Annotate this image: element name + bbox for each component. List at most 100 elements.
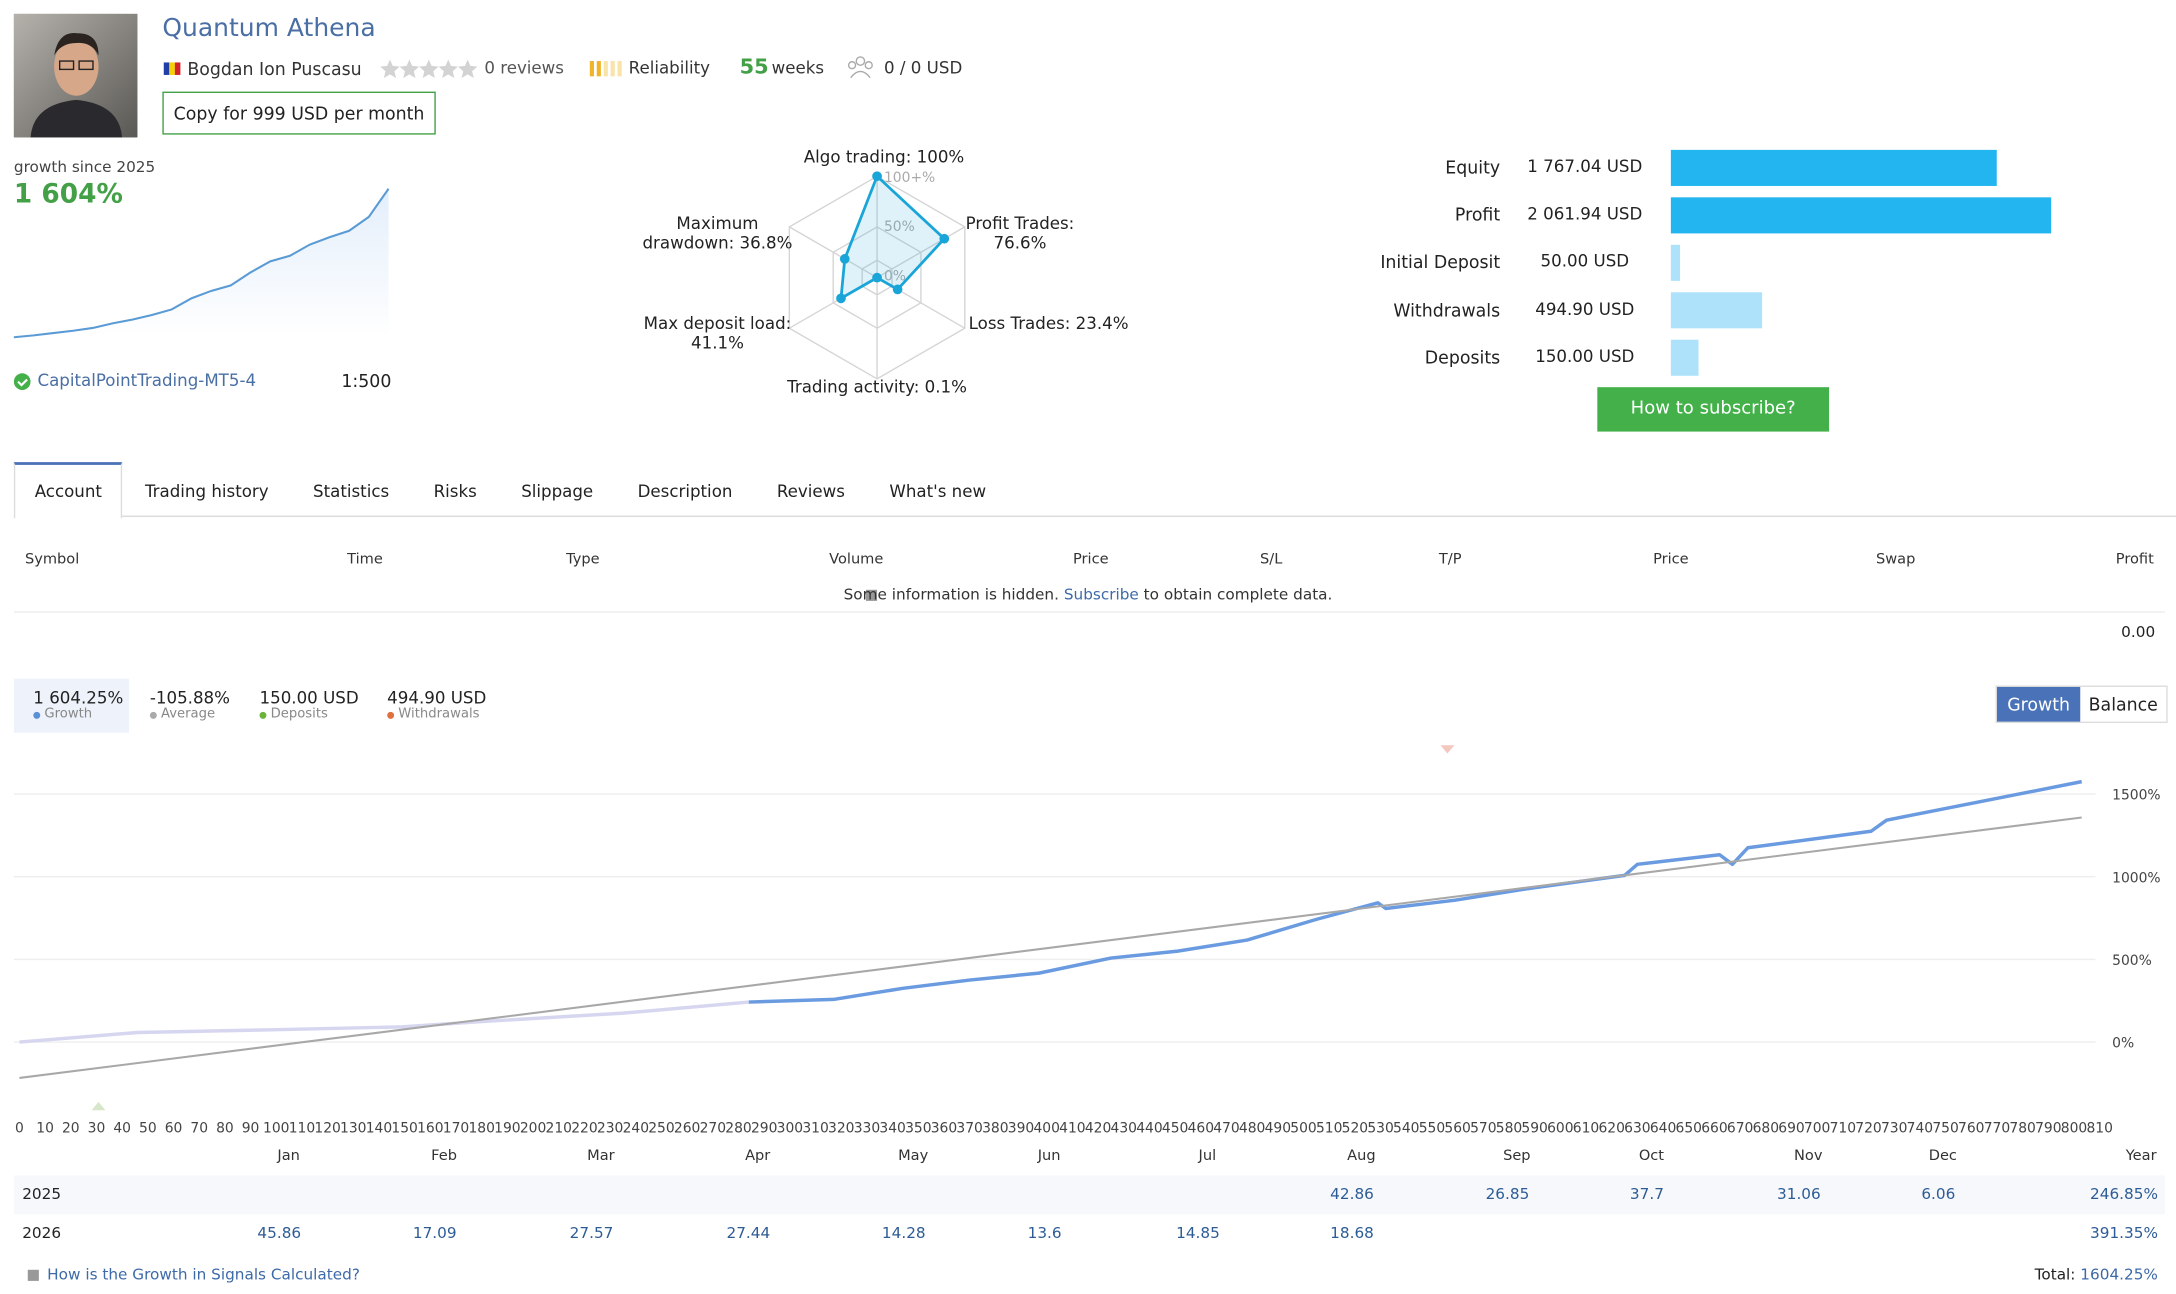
x-tick-label: 10 (36, 1120, 54, 1136)
year-total: 246.85% (2090, 1185, 2158, 1204)
month-value: 31.06 (1777, 1185, 1821, 1204)
x-tick-label: 60 (165, 1120, 183, 1136)
stat-label: Withdrawals (398, 706, 480, 722)
reliability: Reliability (628, 58, 711, 78)
marker (91, 1101, 106, 1111)
x-tick-label: 540 (1393, 1120, 1419, 1136)
radar-label: Loss Trades: 23.4% (968, 313, 1129, 334)
tab[interactable]: Reviews (776, 481, 845, 501)
notice-text: Some information is hidden. (843, 585, 1059, 604)
radar-label: Maximum drawdown: 36.8% (642, 213, 793, 253)
month-value: 42.86 (1330, 1185, 1374, 1204)
y-tick-label: 1000% (2112, 870, 2160, 886)
x-tick-label: 160 (417, 1120, 443, 1136)
x-tick-label: 730 (1881, 1120, 1907, 1136)
growth-value: 1 604% (13, 179, 123, 210)
x-tick-label: 720 (1855, 1120, 1881, 1136)
balance-name: Profit (1454, 204, 1501, 226)
copy-button[interactable]: Copy for 999 USD per month (162, 91, 436, 135)
stat-dot (387, 711, 395, 719)
notice-link[interactable]: Subscribe (1063, 585, 1139, 604)
x-tick-label: 670 (1727, 1120, 1753, 1136)
x-tick-label: 190 (494, 1120, 520, 1136)
column-header: Time (347, 550, 383, 568)
tab[interactable]: Description (637, 481, 733, 501)
year-label: 2026 (22, 1224, 62, 1243)
x-tick-label: 710 (1830, 1120, 1856, 1136)
radar-shape (839, 173, 947, 301)
month-value: 17.09 (412, 1224, 457, 1243)
tab[interactable]: Trading history (144, 481, 269, 501)
x-tick-label: 680 (1753, 1120, 1779, 1136)
column-header: Profit (2115, 550, 2154, 568)
sparkline (13, 188, 390, 339)
month-value: 14.28 (881, 1224, 926, 1243)
reviews[interactable]: 0 reviews (484, 58, 564, 78)
notice-text: to obtain complete data. (1143, 585, 1333, 604)
x-tick-label: 700 (1804, 1120, 1830, 1136)
column-header: Price (1072, 550, 1109, 568)
tab[interactable]: What's new (889, 481, 987, 501)
tab[interactable]: Statistics (313, 481, 390, 501)
stat-highlight (13, 678, 130, 733)
month-value: 45.86 (257, 1224, 302, 1243)
x-tick-label: 590 (1521, 1120, 1547, 1136)
month-header: Jan (277, 1147, 300, 1165)
column-header: Swap (1875, 550, 1916, 568)
strategy-title: Quantum Athena (162, 13, 376, 44)
x-tick-label: 490 (1265, 1120, 1291, 1136)
x-tick-label: 570 (1470, 1120, 1496, 1136)
stat-value: 1 604.25% (33, 688, 124, 708)
balance-button[interactable]: Balance (2088, 693, 2158, 715)
balance-bar (1670, 149, 1997, 186)
month-header: Jun (1037, 1147, 1061, 1165)
month-value: 13.6 (1027, 1224, 1062, 1243)
stat-value: -105.88% (149, 688, 230, 708)
x-tick-label: 390 (1008, 1120, 1034, 1136)
weeks-value: 55 (739, 54, 769, 80)
x-tick-label: 610 (1573, 1120, 1599, 1136)
avatar-face (54, 37, 99, 96)
month-header: Oct (1638, 1147, 1665, 1165)
x-tick-label: 450 (1162, 1120, 1188, 1136)
x-tick-label: 170 (443, 1120, 469, 1136)
month-value: 37.7 (1629, 1185, 1664, 1204)
x-tick-label: 150 (391, 1120, 417, 1136)
subscribe-button[interactable]: How to subscribe? (1597, 387, 1830, 432)
stat-value: 150.00 USD (259, 688, 359, 708)
x-tick-label: 510 (1316, 1120, 1342, 1136)
stat-label: Average (160, 706, 216, 722)
row-bg (13, 1175, 2165, 1215)
growth-help-link[interactable]: How is the Growth in Signals Calculated? (47, 1265, 360, 1284)
x-tick-label: 0 (15, 1120, 24, 1136)
server[interactable]: CapitalPointTrading-MT5-4 (37, 370, 257, 390)
x-tick-label: 650 (1676, 1120, 1702, 1136)
growth-button[interactable]: Growth (1996, 686, 2081, 722)
x-tick-label: 240 (623, 1120, 649, 1136)
radar-point (892, 284, 903, 295)
radar-point (872, 272, 882, 283)
month-header: Nov (1794, 1147, 1823, 1165)
x-tick-label: 740 (1907, 1120, 1933, 1136)
balance-value: 494.90 USD (1535, 299, 1635, 319)
balance-name: Withdrawals (1393, 299, 1501, 321)
month-value: 26.85 (1485, 1185, 1530, 1204)
x-tick-label: 270 (700, 1120, 726, 1136)
verified-icon (13, 373, 31, 390)
tab[interactable]: Risks (433, 481, 477, 501)
month-header: Aug (1347, 1147, 1376, 1165)
x-tick-label: 220 (571, 1120, 597, 1136)
x-tick-label: 790 (2035, 1120, 2061, 1136)
tab[interactable]: Slippage (521, 481, 594, 501)
author[interactable]: Bogdan Ion Puscasu (187, 58, 362, 80)
y-tick-label: 1500% (2112, 788, 2160, 804)
x-tick-label: 50 (139, 1120, 157, 1136)
sparkline-area (13, 188, 389, 338)
x-tick-label: 340 (879, 1120, 905, 1136)
stat-label: Deposits (270, 706, 328, 722)
radar-spoke (788, 226, 878, 279)
tab[interactable]: Account (13, 462, 123, 520)
x-tick-label: 260 (674, 1120, 700, 1136)
y-tick-label: 0% (2112, 1036, 2134, 1052)
x-tick-label: 420 (1085, 1120, 1111, 1136)
